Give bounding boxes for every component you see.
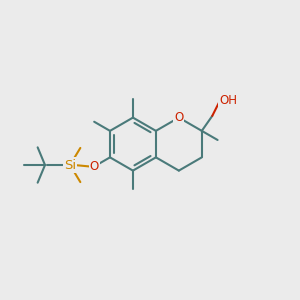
Text: O: O xyxy=(90,160,99,173)
Text: Si: Si xyxy=(64,158,76,172)
Text: OH: OH xyxy=(219,94,237,107)
Text: O: O xyxy=(174,111,184,124)
